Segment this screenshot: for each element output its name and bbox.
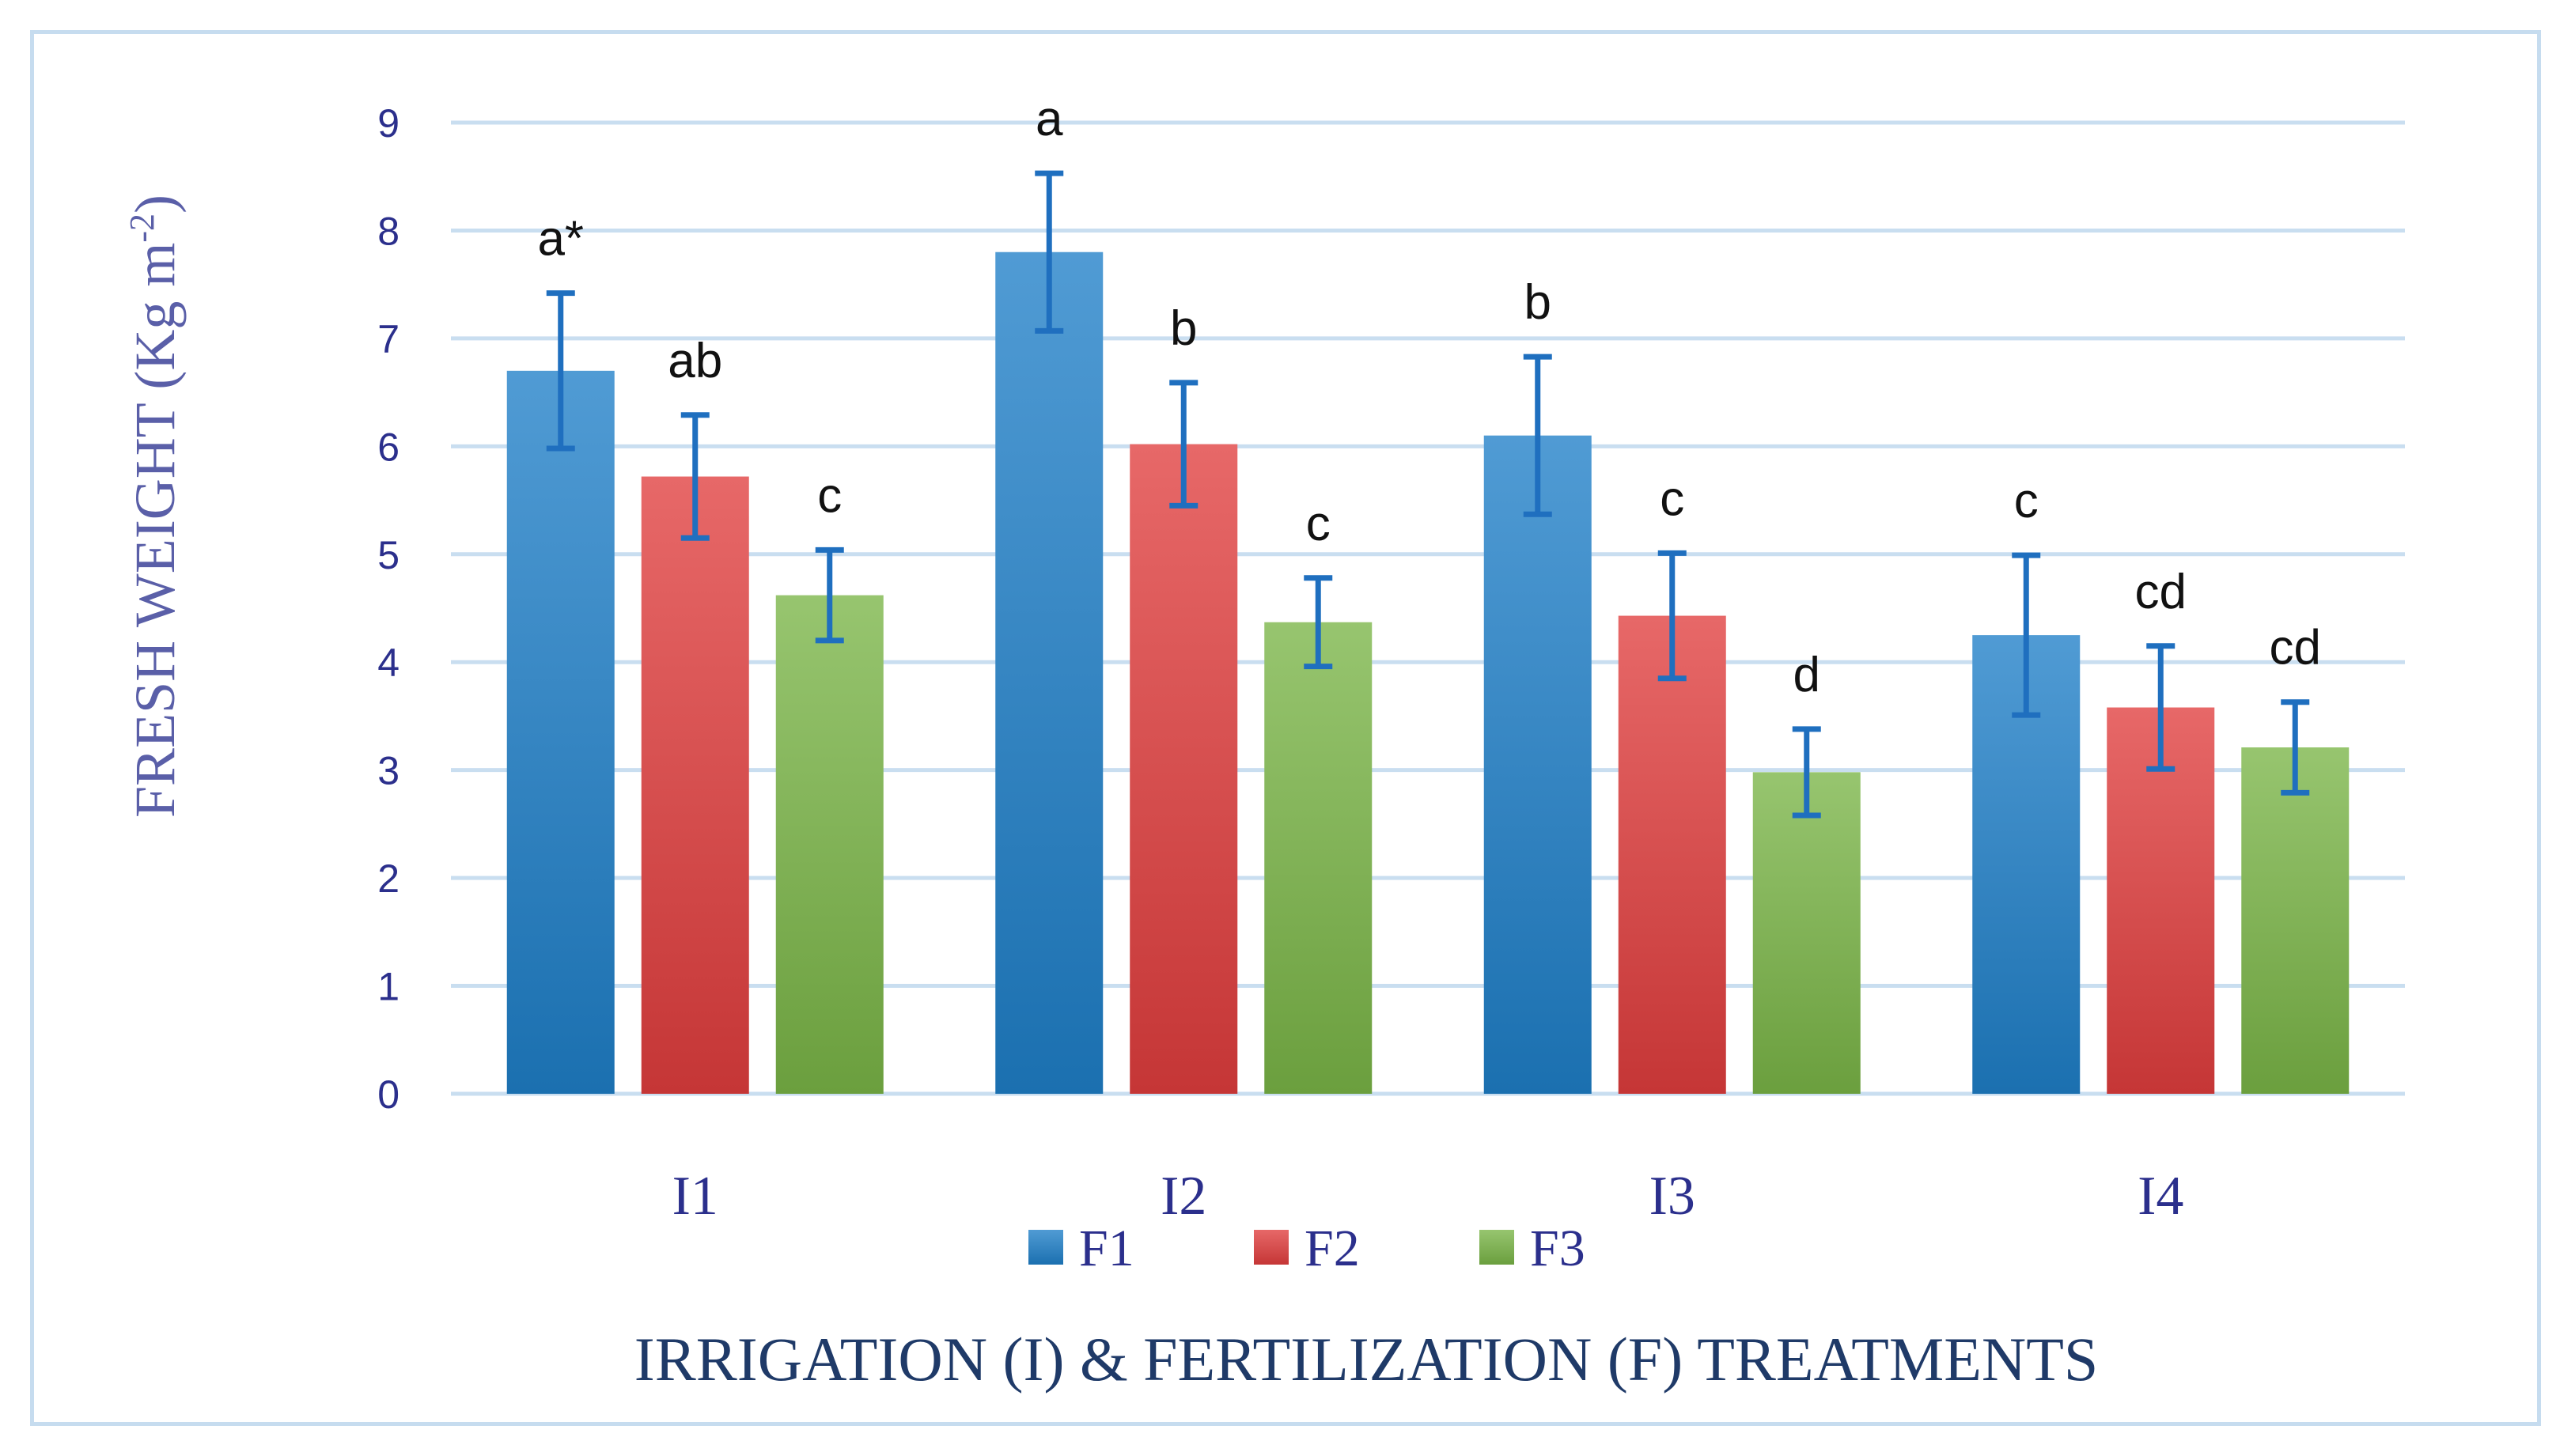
y-axis-label-unit: (Kg m — [123, 243, 187, 390]
significance-label: a* — [537, 212, 584, 267]
bar-F1-I2 — [995, 251, 1104, 1094]
x-axis-label: IRRIGATION (I) & FERTILIZATION (F) TREAT… — [634, 1325, 2099, 1394]
legend-label-F1: F1 — [1079, 1220, 1134, 1277]
x-axis-ticks: I1 I2 I3 I4 — [672, 1166, 2184, 1227]
y-axis-label-sup: -2 — [123, 214, 161, 243]
y-tick-label: 9 — [377, 101, 400, 146]
y-tick-label: 5 — [377, 533, 400, 577]
significance-label: cd — [2270, 621, 2321, 675]
y-tick-label: 0 — [377, 1072, 400, 1117]
x-tick-label: I3 — [1649, 1166, 1695, 1227]
y-tick-label: 8 — [377, 209, 400, 253]
significance-label: cd — [2135, 565, 2187, 619]
significance-label: c — [817, 468, 842, 523]
y-tick-label: 6 — [377, 425, 400, 469]
bar-F1-I1 — [506, 370, 615, 1094]
legend: F1 F2 F3 — [1028, 1220, 1585, 1277]
y-tick-label: 7 — [377, 317, 400, 361]
bar-F2-I2 — [1130, 444, 1238, 1094]
legend-label-F2: F2 — [1305, 1220, 1360, 1277]
bar-F2-I1 — [641, 476, 749, 1094]
legend-swatch-F1 — [1028, 1230, 1063, 1265]
legend-swatch-F2 — [1254, 1230, 1289, 1265]
bar-F3-I4 — [2241, 747, 2350, 1094]
bar-F3-I3 — [1752, 772, 1861, 1094]
significance-label: ab — [668, 334, 722, 388]
significance-label: b — [1524, 275, 1551, 330]
bar-F2-I3 — [1618, 615, 1726, 1094]
y-tick-label: 2 — [377, 857, 400, 901]
significance-label: c — [1660, 471, 1684, 526]
bar-F2-I4 — [2107, 707, 2215, 1094]
legend-swatch-F3 — [1479, 1230, 1514, 1265]
y-tick-label: 4 — [377, 641, 400, 685]
y-tick-label: 3 — [377, 749, 400, 793]
x-tick-label: I1 — [672, 1166, 718, 1227]
y-axis-label: FRESH WEIGHT (Kg m-2) — [123, 195, 187, 818]
y-axis-ticks: 0 1 2 3 4 5 6 7 8 9 — [377, 101, 400, 1117]
bar-F3-I2 — [1264, 622, 1373, 1094]
significance-label: c — [1306, 497, 1331, 551]
significance-label: a — [1036, 92, 1063, 146]
y-axis-label-close: ) — [123, 195, 187, 214]
significance-label: d — [1793, 648, 1820, 702]
x-tick-label: I4 — [2138, 1166, 2183, 1227]
y-tick-label: 1 — [377, 965, 400, 1009]
y-axis-label-main: FRESH WEIGHT — [123, 390, 187, 818]
significance-label: b — [1170, 301, 1197, 356]
x-tick-label: I2 — [1161, 1166, 1206, 1227]
significance-label: c — [2014, 474, 2039, 528]
bar-F1-I3 — [1483, 435, 1592, 1094]
bar-F3-I1 — [775, 595, 884, 1094]
bars — [506, 251, 2350, 1094]
error-bars — [546, 170, 2310, 819]
legend-label-F3: F3 — [1530, 1220, 1585, 1277]
